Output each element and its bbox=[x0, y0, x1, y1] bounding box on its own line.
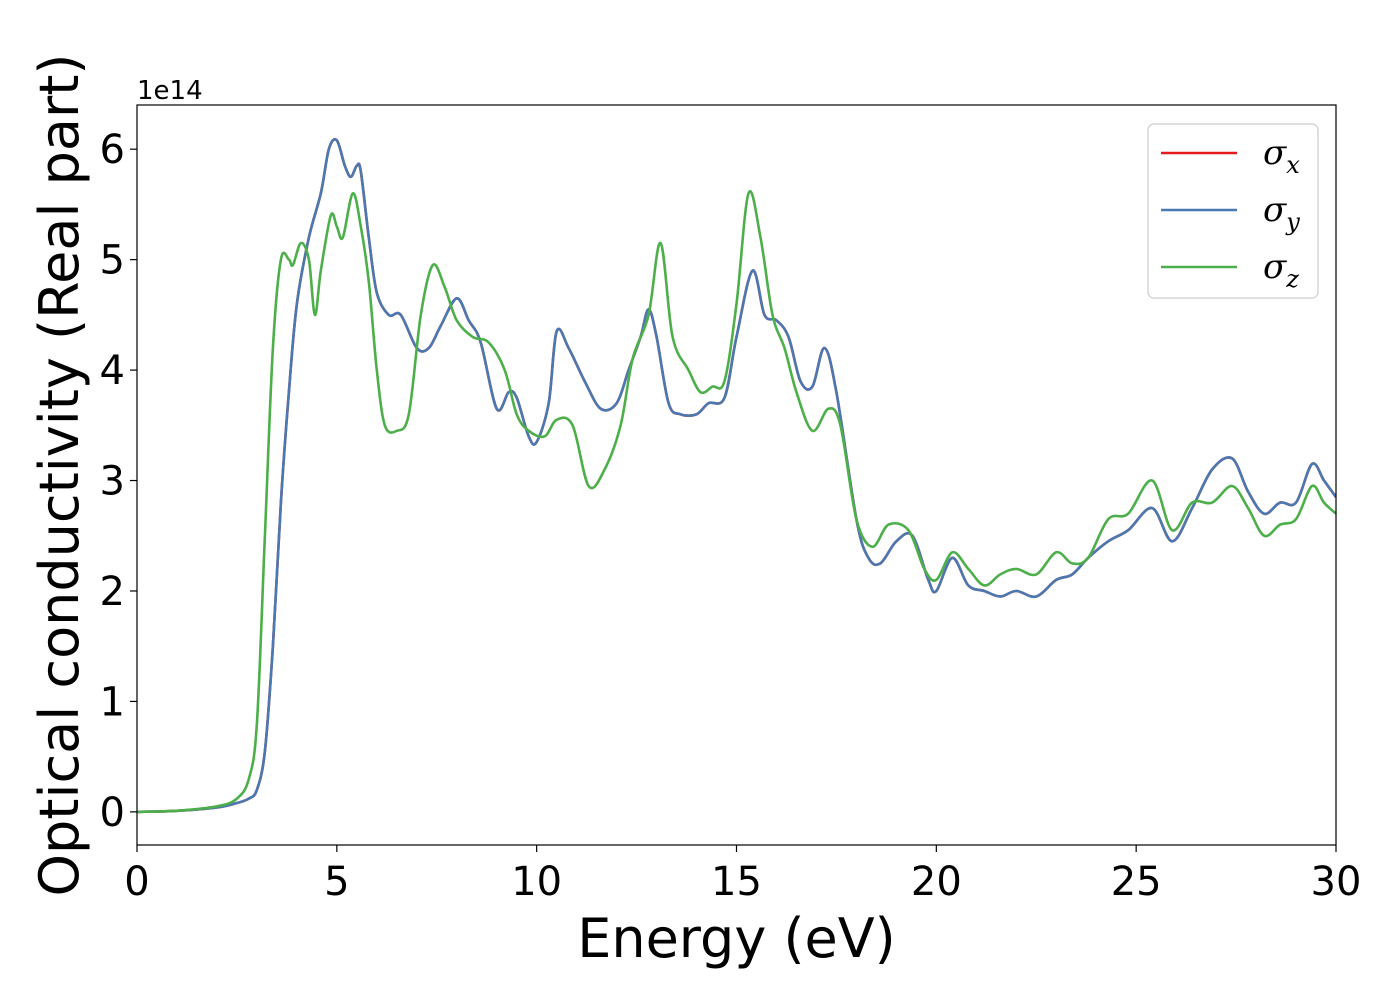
x-tick-label: 0 bbox=[124, 859, 149, 905]
y-tick-label: 4 bbox=[100, 348, 125, 394]
x-tick-label: 10 bbox=[511, 859, 562, 905]
x-axis-ticks: 0 5 10 15 20 25 30 bbox=[124, 845, 1361, 905]
series-layer bbox=[137, 138, 1336, 814]
x-tick-label: 20 bbox=[911, 859, 962, 905]
y-tick-label: 6 bbox=[100, 127, 125, 173]
x-tick-label: 15 bbox=[711, 859, 762, 905]
y-tick-label: 2 bbox=[100, 569, 125, 615]
series-line-z bbox=[137, 190, 1336, 814]
y-tick-label: 3 bbox=[100, 459, 125, 505]
legend-label-y: σy bbox=[1263, 190, 1300, 236]
x-axis-label: Energy (eV) bbox=[577, 907, 896, 970]
y-axis-ticks: 0 1 2 3 4 5 6 bbox=[100, 127, 137, 836]
x-tick-label: 30 bbox=[1311, 859, 1362, 905]
y-tick-label: 1 bbox=[100, 679, 125, 725]
x-tick-label: 5 bbox=[324, 859, 349, 905]
x-tick-label: 25 bbox=[1111, 859, 1162, 905]
y-tick-label: 5 bbox=[100, 238, 125, 284]
series-line-y bbox=[137, 138, 1336, 814]
legend: σx σy σz bbox=[1147, 123, 1319, 299]
y-axis-label: Optical conductivity (Real part) bbox=[28, 54, 91, 897]
y-tick-label: 0 bbox=[100, 790, 125, 836]
legend-label-x: σx bbox=[1263, 133, 1300, 179]
y-axis-offset-label: 1e14 bbox=[137, 76, 203, 106]
legend-label-z: σz bbox=[1263, 247, 1299, 293]
